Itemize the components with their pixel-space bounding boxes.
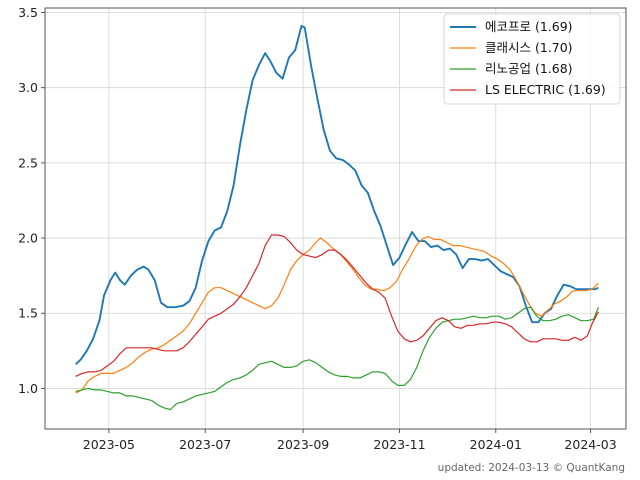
y-tick-label: 3.5 (18, 5, 38, 20)
legend-entry-label: 리노공업 (1.68) (485, 61, 573, 76)
plot-frame (44, 7, 627, 430)
series-line-1 (75, 25, 599, 365)
grid-lines (45, 8, 626, 429)
legend-entry-label: 에코프로 (1.69) (485, 19, 573, 34)
x-tick-label: 2023-09 (277, 437, 329, 452)
legend-entry-label: LS ELECTRIC (1.69) (485, 82, 606, 97)
y-tick-label: 2.0 (18, 231, 38, 246)
footer-credit: updated: 2024-03-13 © QuantKang (438, 462, 625, 474)
y-tick-label: 3.0 (18, 80, 38, 95)
legend-box (443, 13, 621, 105)
y-tick-label: 1.0 (18, 381, 38, 396)
x-tick-label: 2023-11 (373, 437, 425, 452)
x-tick-label: 2024-01 (470, 437, 522, 452)
series-line-4 (75, 234, 599, 377)
series-lines (75, 25, 599, 411)
y-tick-label: 1.5 (18, 306, 38, 321)
series-line-3 (75, 306, 599, 411)
axis-ticks: 1.0 1.5 2.0 2.5 3.0 3.5 2023-05 2023-07 2023-09 2… (18, 5, 617, 452)
y-tick-label: 2.5 (18, 155, 38, 170)
legend: 에코프로 (1.69) 클래시스 (1.70) 리노공업 (1.68) LS ELEC… (443, 13, 621, 105)
x-tick-label: 2023-05 (83, 437, 135, 452)
x-tick-label: 2023-07 (179, 437, 231, 452)
x-tick-label: 2024-03 (564, 437, 616, 452)
legend-entry-label: 클래시스 (1.70) (485, 40, 573, 55)
